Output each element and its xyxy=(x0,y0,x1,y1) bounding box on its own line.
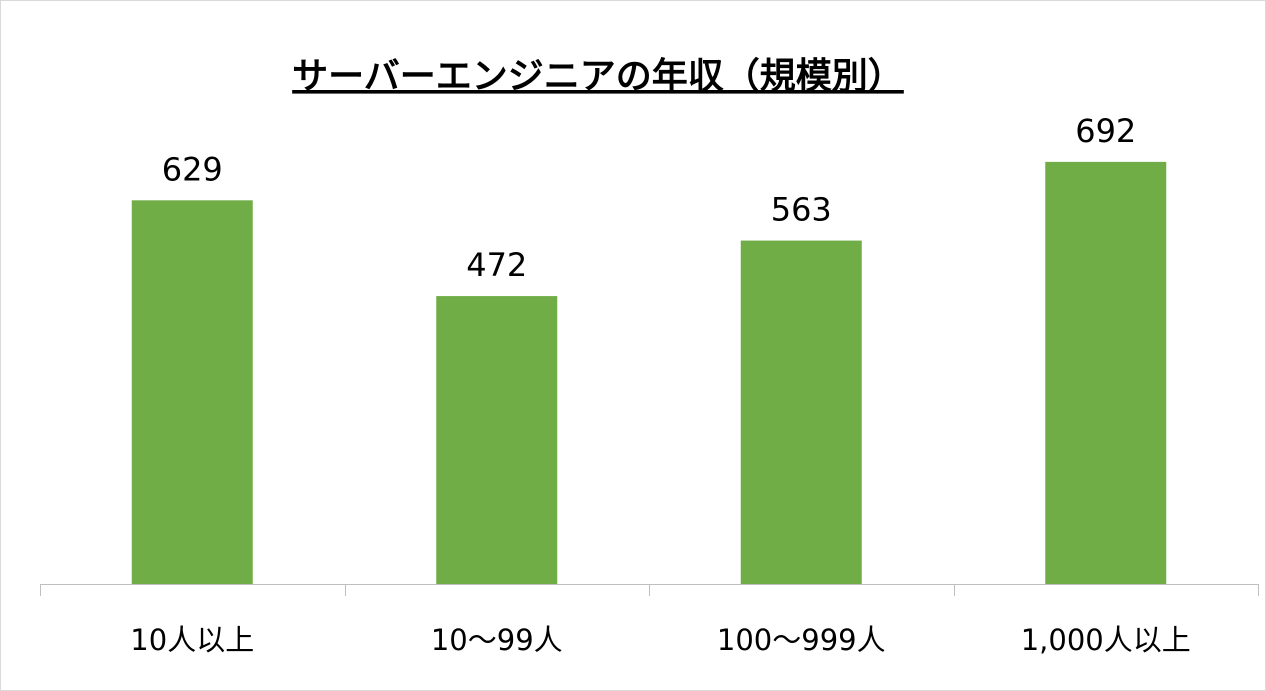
data-label: 629 xyxy=(162,150,223,188)
data-label: 692 xyxy=(1075,112,1136,150)
data-label: 563 xyxy=(771,191,832,229)
x-tick-label: 1,000人以上 xyxy=(1021,623,1191,657)
x-tick-label: 10人以上 xyxy=(130,623,254,657)
bar xyxy=(436,296,558,584)
data-label: 472 xyxy=(466,246,527,284)
x-tick-label: 10〜99人 xyxy=(431,623,563,657)
bar xyxy=(740,240,862,584)
bar xyxy=(1045,161,1167,584)
chart-title: サーバーエンジニアの年収（規模別） xyxy=(292,56,904,97)
x-tick-label: 100〜999人 xyxy=(717,623,886,657)
bar xyxy=(131,200,253,584)
